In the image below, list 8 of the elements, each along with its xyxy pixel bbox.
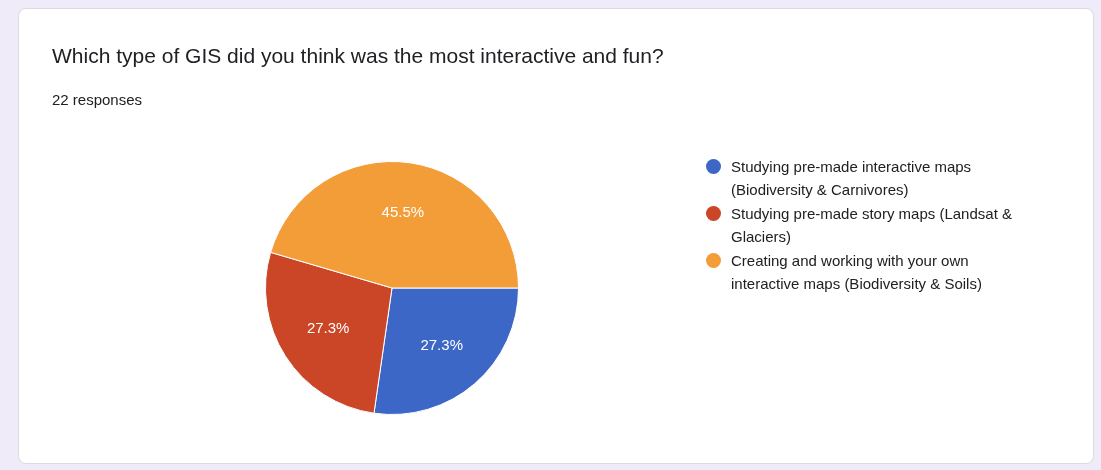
legend-label: Studying pre-made interactive maps (Biodiversity & Carnivores): [731, 157, 973, 200]
legend-label: Creating and working with your own interactive maps (Biodiversity & Soils): [731, 251, 983, 294]
data-label: 45.5%: [381, 203, 425, 221]
legend-label: Studying pre-made story maps (Landsat & Glaciers): [731, 204, 1013, 247]
chart-title: Which type of GIS did you think was the most interactive and fun?: [52, 44, 664, 68]
data-label: 27.3%: [306, 319, 350, 337]
text: 22 responses: [52, 91, 143, 108]
data-label: 27.3%: [420, 335, 463, 353]
